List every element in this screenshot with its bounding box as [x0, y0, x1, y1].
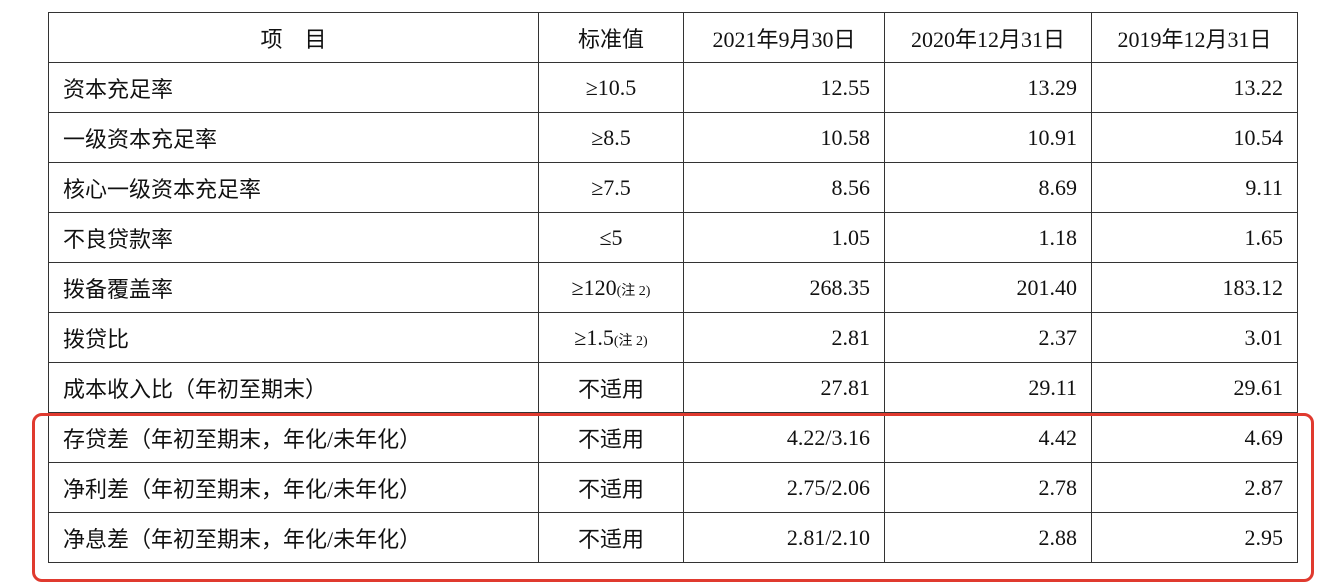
- value-cell: 8.69: [884, 162, 1092, 213]
- item-cell: 拨备覆盖率: [48, 262, 539, 313]
- value-cell: 1.65: [1091, 212, 1298, 263]
- standard-cell: 不适用: [538, 362, 684, 413]
- value-cell: 2.88: [884, 512, 1092, 563]
- value-cell: 12.55: [683, 62, 885, 113]
- table-row: 核心一级资本充足率 ≥7.5 8.56 8.69 9.11: [48, 162, 1298, 213]
- value-cell: 10.58: [683, 112, 885, 163]
- value-cell: 29.11: [884, 362, 1092, 413]
- standard-cell: 不适用: [538, 462, 684, 513]
- header-cell: 2019年12月31日: [1091, 12, 1298, 63]
- item-cell: 不良贷款率: [48, 212, 539, 263]
- item-cell: 资本充足率: [48, 62, 539, 113]
- standard-note: (注 2): [616, 283, 651, 299]
- value-cell: 13.29: [884, 62, 1092, 113]
- item-cell: 拨贷比: [48, 312, 539, 363]
- value-cell: 10.91: [884, 112, 1092, 163]
- item-cell: 净利差（年初至期末，年化/未年化）: [48, 462, 539, 513]
- highlight-box: [32, 413, 1314, 582]
- standard-cell: ≥1.5(注 2): [538, 312, 684, 363]
- standard-cell: ≥10.5: [538, 62, 684, 113]
- standard-cell: 不适用: [538, 412, 684, 463]
- standard-value: 不适用: [577, 476, 644, 502]
- standard-value: ≤5: [599, 224, 623, 250]
- table-row: 资本充足率 ≥10.5 12.55 13.29 13.22: [48, 62, 1298, 113]
- value-cell: 2.95: [1091, 512, 1298, 563]
- table-row: 拨贷比 ≥1.5(注 2) 2.81 2.37 3.01: [48, 312, 1298, 363]
- standard-cell: ≤5: [538, 212, 684, 263]
- standard-value: 不适用: [577, 426, 644, 452]
- value-cell: 2.87: [1091, 462, 1298, 513]
- standard-value: ≥120: [571, 274, 617, 300]
- header-cell: 2021年9月30日: [683, 12, 885, 63]
- standard-value: 不适用: [577, 526, 644, 552]
- header-row: 项 目标准值 2021年9月30日 2020年12月31日 2019年12月31日: [48, 12, 1298, 63]
- item-cell: 净息差（年初至期末，年化/未年化）: [48, 512, 539, 563]
- value-cell: 1.18: [884, 212, 1092, 263]
- value-cell: 3.01: [1091, 312, 1298, 363]
- standard-note: (注 2): [613, 333, 648, 349]
- standard-cell: ≥120(注 2): [538, 262, 684, 313]
- data-table: 项 目标准值 2021年9月30日 2020年12月31日 2019年12月31日 资…: [48, 12, 1298, 563]
- standard-cell: ≥8.5: [538, 112, 684, 163]
- table-row: 一级资本充足率 ≥8.5 10.58 10.91 10.54: [48, 112, 1298, 163]
- standard-value: ≥1.5: [574, 324, 614, 350]
- standard-cell: 不适用: [538, 512, 684, 563]
- value-cell: 2.75/2.06: [683, 462, 885, 513]
- value-cell: 29.61: [1091, 362, 1298, 413]
- value-cell: 2.81: [683, 312, 885, 363]
- table-row: 成本收入比（年初至期末） 不适用 27.81 29.11 29.61: [48, 362, 1298, 413]
- table-row: 净利差（年初至期末，年化/未年化） 不适用 2.75/2.06 2.78 2.87: [48, 462, 1298, 513]
- value-cell: 268.35: [683, 262, 885, 313]
- table-row: 不良贷款率 ≤5 1.05 1.18 1.65: [48, 212, 1298, 263]
- value-cell: 9.11: [1091, 162, 1298, 213]
- value-cell: 13.22: [1091, 62, 1298, 113]
- standard-value: 不适用: [577, 376, 644, 402]
- table-body: 资本充足率 ≥10.5 12.55 13.29 13.22 一级资本充足率 ≥8.5 10.5…: [48, 62, 1298, 563]
- value-cell: 1.05: [683, 212, 885, 263]
- value-cell: 183.12: [1091, 262, 1298, 313]
- standard-value: ≥8.5: [591, 124, 631, 150]
- value-cell: 2.37: [884, 312, 1092, 363]
- standard-value: ≥10.5: [585, 74, 637, 100]
- item-cell: 成本收入比（年初至期末）: [48, 362, 539, 413]
- value-cell: 2.81/2.10: [683, 512, 885, 563]
- table-row: 净息差（年初至期末，年化/未年化） 不适用 2.81/2.10 2.88 2.95: [48, 512, 1298, 563]
- value-cell: 8.56: [683, 162, 885, 213]
- value-cell: 201.40: [884, 262, 1092, 313]
- header-cell: 项 目: [48, 12, 539, 63]
- item-cell: 核心一级资本充足率: [48, 162, 539, 213]
- item-cell: 一级资本充足率: [48, 112, 539, 163]
- value-cell: 10.54: [1091, 112, 1298, 163]
- standard-value: ≥7.5: [591, 174, 631, 200]
- table-row: 拨备覆盖率 ≥120(注 2) 268.35 201.40 183.12: [48, 262, 1298, 313]
- header-cell: 标准值: [538, 12, 684, 63]
- value-cell: 27.81: [683, 362, 885, 413]
- header-cell: 2020年12月31日: [884, 12, 1092, 63]
- standard-cell: ≥7.5: [538, 162, 684, 213]
